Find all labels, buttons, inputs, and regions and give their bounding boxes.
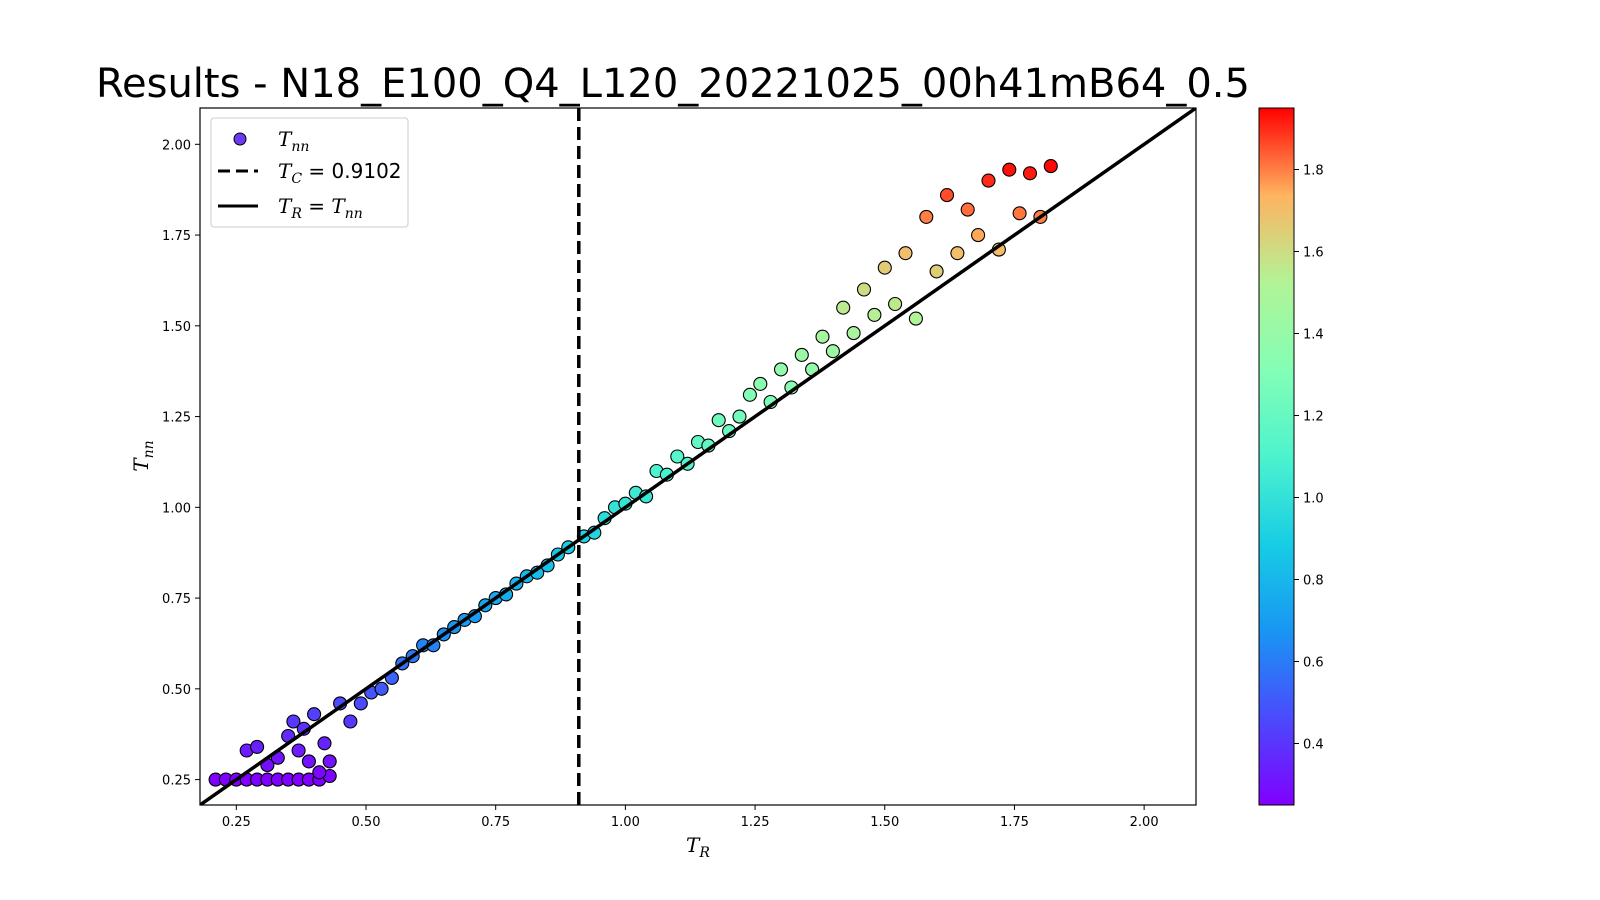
y-tick-label: 0.50	[162, 683, 191, 698]
scatter-point	[856, 282, 872, 297]
scatter-point	[888, 296, 903, 312]
colorbar-tick-label: 0.8	[1303, 574, 1324, 589]
reference-lines	[200, 108, 1196, 805]
scatter-point	[981, 173, 996, 188]
legend-box	[210, 117, 409, 228]
scatter-point	[301, 754, 316, 769]
scatter-point	[753, 376, 768, 391]
scatter-point	[836, 300, 851, 315]
y-tick-label: 1.50	[162, 320, 191, 335]
scatter-point	[971, 228, 986, 243]
scatter-point	[773, 362, 789, 377]
colorbar-tick-label: 1.4	[1303, 328, 1324, 343]
x-tick-label: 1.25	[741, 815, 770, 830]
colorbar-tick-label: 1.6	[1303, 246, 1324, 261]
scatter-point	[312, 765, 327, 780]
scatter-point	[929, 264, 944, 279]
x-axis-label: TR	[686, 833, 710, 861]
scatter-point	[291, 743, 306, 758]
scatter-point	[877, 260, 892, 275]
scatter-point	[732, 409, 747, 424]
scatter-point	[317, 736, 332, 751]
scatter-point	[950, 246, 965, 261]
scatter-point	[919, 209, 934, 224]
scatter-point	[825, 344, 840, 359]
scatter-point	[711, 413, 726, 428]
scatter-point	[1002, 162, 1017, 177]
plot-area-frame	[199, 107, 1197, 806]
x-tick-label: 2.00	[1130, 815, 1159, 830]
colorbar-gradient	[1258, 107, 1295, 806]
scatter-point	[867, 307, 882, 322]
scatter-point	[353, 696, 368, 711]
scatter-point	[898, 246, 913, 261]
x-tick-label: 1.50	[870, 815, 899, 830]
scatter-point	[742, 387, 757, 402]
scatter-point	[670, 449, 685, 464]
legend-entry-identity: TR = Tnn	[278, 194, 363, 222]
colorbar-ticks: 0.4 0.6 0.8 1.0 1.2 1.4 1.6 1.8	[1294, 164, 1324, 753]
x-tick-label: 1.00	[611, 815, 640, 830]
legend: Tnn TC = 0.9102 TR = Tnn	[210, 117, 409, 228]
x-tick-label: 0.75	[481, 815, 510, 830]
scatter-point	[1043, 159, 1058, 174]
colorbar-tick-label: 1.0	[1303, 492, 1324, 507]
colorbar-tick-label: 0.4	[1303, 738, 1324, 753]
scatter-point	[1012, 206, 1027, 221]
y-tick-label: 0.25	[162, 774, 191, 789]
y-tick-label: 1.00	[162, 501, 191, 516]
y-tick-label: 0.75	[162, 592, 191, 607]
scatter-point	[846, 326, 861, 341]
y-tick-label: 1.25	[162, 411, 191, 426]
colorbar: 0.4 0.6 0.8 1.0 1.2 1.4 1.6 1.8	[1258, 107, 1324, 806]
scatter-point	[908, 311, 923, 326]
identity-line	[200, 108, 1196, 805]
colorbar-tick-label: 1.8	[1303, 164, 1324, 179]
chart-title: Results - N18_E100_Q4_L120_20221025_00h4…	[96, 61, 1250, 107]
x-tick-label: 1.75	[1000, 815, 1029, 830]
scatter-point	[960, 202, 975, 217]
legend-marker-icon	[233, 132, 247, 146]
legend-entry-tnn: Tnn	[278, 127, 309, 155]
scatter-point	[374, 681, 389, 696]
scatter-point	[307, 707, 322, 722]
x-tick-label: 0.25	[222, 815, 251, 830]
y-axis-label: Tnn	[129, 440, 157, 471]
x-axis-ticks: 0.25 0.50 0.75 1.00 1.25 1.50 1.75 2.00	[222, 805, 1159, 830]
scatter-point	[322, 754, 337, 769]
scatter-point	[815, 329, 830, 344]
colorbar-tick-label: 0.6	[1303, 656, 1324, 671]
scatter-points	[208, 159, 1058, 787]
legend-entry-tc: TC = 0.9102	[278, 159, 402, 187]
y-tick-label: 1.75	[162, 229, 191, 244]
x-tick-label: 0.50	[352, 815, 381, 830]
scatter-point	[794, 347, 809, 362]
y-tick-label: 2.00	[162, 138, 191, 153]
scatter-point	[286, 714, 301, 729]
scatter-point	[250, 739, 265, 754]
scatter-point	[1022, 166, 1038, 181]
y-axis-ticks: 0.25 0.50 0.75 1.00 1.25 1.50 1.75 2.00	[162, 138, 200, 789]
scatter-point	[939, 188, 955, 203]
scatter-point	[343, 714, 358, 729]
colorbar-tick-label: 1.2	[1303, 410, 1324, 425]
